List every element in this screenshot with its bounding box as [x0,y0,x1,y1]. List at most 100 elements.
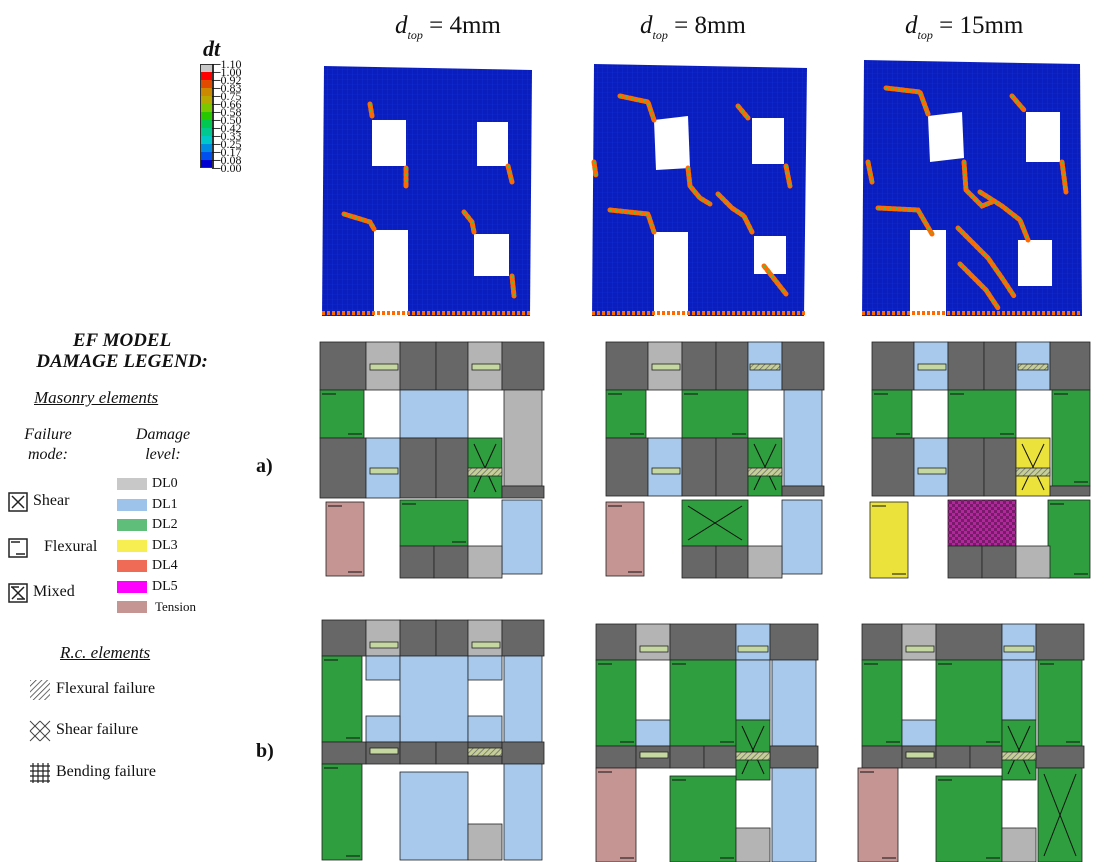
ef-element [369,363,399,371]
ef-model-panel-a-8mm [605,341,825,579]
colorbar-label: dt [203,36,221,61]
ef-element [771,659,817,747]
crack-band [341,211,377,232]
colorbar-tick: ─0.42 [212,121,242,135]
ef-element [735,623,771,661]
opening [1026,112,1060,162]
ef-element [669,659,737,747]
crack-edge [959,263,999,309]
ef-element [369,467,399,475]
ef-element [651,363,681,371]
ef-element [321,655,363,743]
ef-element [467,545,503,579]
failure-mode-mixed-label: Mixed [33,583,75,600]
crack-edge [609,209,655,233]
crosshatch-icon [29,720,51,742]
shear-mark [1043,773,1077,857]
damage-level-header: Damage level: [135,426,191,463]
ef-element [715,437,749,497]
ef-element [319,437,367,499]
damage-level-swatch [117,580,147,593]
colorbar-tick: ─0.00 [212,161,242,175]
legend-title-line1: EF MODEL [72,330,172,351]
crack-band [617,93,657,123]
damage-level-swatch [117,560,147,572]
ef-element [913,437,949,497]
ef-element [1035,623,1085,661]
ef-element [781,485,825,497]
row-label-b: b) [256,740,274,762]
ef-element [1001,751,1037,761]
crack-edge [877,207,933,235]
ef-element [1015,545,1051,579]
ef-element [947,545,983,579]
ef-element [901,623,937,661]
flexural-icon [8,538,28,558]
var-sub: top [917,28,933,42]
ef-element [467,823,503,861]
ef-element [771,767,817,862]
rc-header: R.c. elements [60,643,151,662]
ef-element [635,623,671,661]
shear-mark [741,725,765,775]
ef-model-panel-a-4mm [319,341,545,579]
colorbar-tick: ─0.83 [212,81,242,95]
ef-element [1035,745,1085,769]
ef-element [399,341,437,391]
ef-element [595,767,637,862]
ef-element [715,341,749,391]
column-value: = 8mm [674,12,746,39]
ef-element [319,341,367,391]
ef-element [319,389,365,439]
ef-element [947,499,1017,547]
column-title-1: dtop = 4mm [395,12,501,43]
shear-icon [8,492,28,512]
fem-contour-panel-8mm [591,64,807,316]
ef-element [321,763,363,861]
crack-edge [593,161,597,177]
ef-element [935,745,971,769]
ef-element [1047,499,1091,579]
damage-level-label: DL4 [152,558,178,573]
crack-edge [717,193,753,233]
failure-mode-header: Failure mode: [24,426,72,463]
ef-element [737,645,769,653]
ef-element [435,437,469,499]
colorbar-tick: ─0.92 [212,73,242,87]
ef-element [681,437,717,497]
ef-element [769,745,819,769]
ef-element [747,545,783,579]
ef-element [1037,659,1083,747]
colorbar-tick: ─0.58 [212,105,242,119]
ef-element [857,767,899,862]
colorbar-tick: ─0.50 [212,113,242,127]
ef-element [501,619,545,657]
damage-level-label: DL3 [152,537,178,553]
crack-band [961,159,995,209]
ef-element [861,623,903,661]
ef-element [399,389,469,439]
crack-edge [737,105,749,119]
opening [910,230,946,316]
opening [372,120,406,166]
ef-element [369,641,399,649]
ef-element [365,655,401,681]
ef-element [503,763,543,861]
ef-element [781,499,823,575]
crack-edge [979,191,1029,241]
ef-element [467,619,503,657]
ef-model-panel-b-4mm [321,619,545,861]
ef-element [781,341,825,391]
rc-flexural-label: Flexural failure [56,680,156,697]
crack-band [865,159,875,185]
rc-bending-label: Bending failure [56,763,156,780]
ef-element [433,545,469,579]
ef-element [467,655,503,681]
ef-element [681,545,717,579]
damage-level-swatch [117,478,147,490]
ef-element [1001,827,1037,862]
ef-element [605,437,649,497]
ef-element [935,623,1003,661]
ef-element [325,501,365,577]
ef-element [861,659,903,747]
